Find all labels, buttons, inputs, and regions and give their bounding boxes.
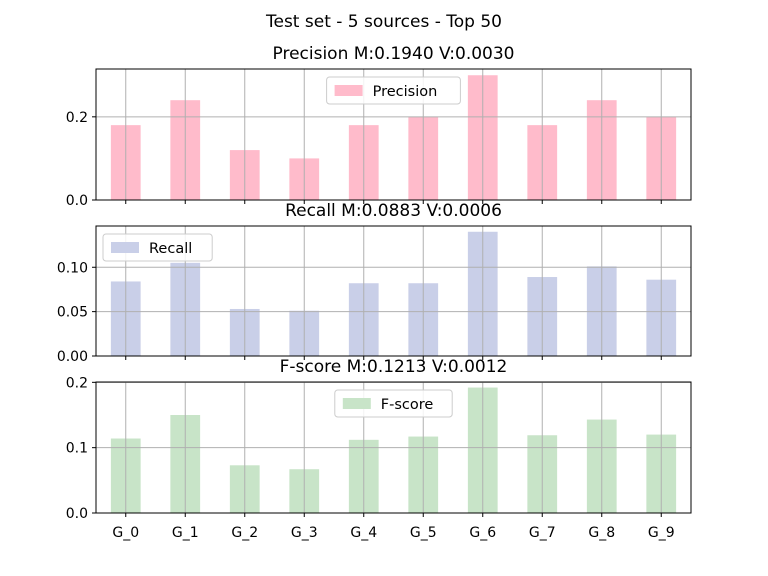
panel-recall: 0.00 0.05 0.10 Recall M:0.0883 V:0.0006 Reca… <box>57 201 692 365</box>
y-tick-label: 0.0 <box>66 506 88 522</box>
legend-swatch <box>334 85 363 96</box>
x-tick-label: G_4 <box>350 525 377 541</box>
legend-label: Recall <box>149 241 192 257</box>
x-tick-label: G_1 <box>172 525 199 541</box>
panel-title: Recall M:0.0883 V:0.0006 <box>285 201 502 221</box>
y-tick-label: 0.2 <box>66 110 88 126</box>
chart-suptitle: Test set - 5 sources - Top 50 <box>265 12 502 32</box>
legend-label: F-score <box>381 397 434 413</box>
panel-title: F-score M:0.1213 V:0.0012 <box>280 357 508 377</box>
legend: Precision <box>326 76 461 105</box>
legend-box <box>102 233 213 262</box>
legend: F-score <box>334 389 453 418</box>
y-tick-label: 0.1 <box>66 441 88 457</box>
x-tick-label: G_0 <box>112 525 139 541</box>
legend-box <box>326 76 461 105</box>
x-tick-label: G_7 <box>529 525 556 541</box>
chart-panels: 0.0 0.2 Precision M:0.1940 V:0.0030 Precisi… <box>57 44 692 541</box>
panel-precision: 0.0 0.2 Precision M:0.1940 V:0.0030 Precisi… <box>66 44 692 209</box>
axes-frame <box>95 68 692 201</box>
legend-label: Precision <box>373 84 438 100</box>
y-tick-label: 0.00 <box>57 349 88 365</box>
legend: Recall <box>102 233 213 262</box>
y-tick-label: 0.0 <box>66 193 88 209</box>
panel-title: Precision M:0.1940 V:0.0030 <box>273 44 515 64</box>
x-tick-label: G_9 <box>648 525 675 541</box>
x-tick-label: G_2 <box>231 525 258 541</box>
legend-swatch <box>111 242 139 253</box>
axes-frame <box>95 381 692 514</box>
y-tick-label: 0.05 <box>57 305 88 321</box>
y-tick-label: 0.10 <box>57 260 88 276</box>
axes-frame <box>95 225 692 357</box>
legend-box <box>334 389 453 418</box>
x-tick-label: G_3 <box>291 525 318 541</box>
panel-f-score: 0.0 0.1 0.2 F-score M:0.1213 V:0.0012 F-scor… <box>66 357 692 541</box>
y-tick-label: 0.2 <box>66 375 88 391</box>
x-tick-label: G_6 <box>469 525 496 541</box>
legend-swatch <box>342 398 371 409</box>
x-tick-label: G_8 <box>588 525 615 541</box>
x-tick-label: G_5 <box>410 525 437 541</box>
